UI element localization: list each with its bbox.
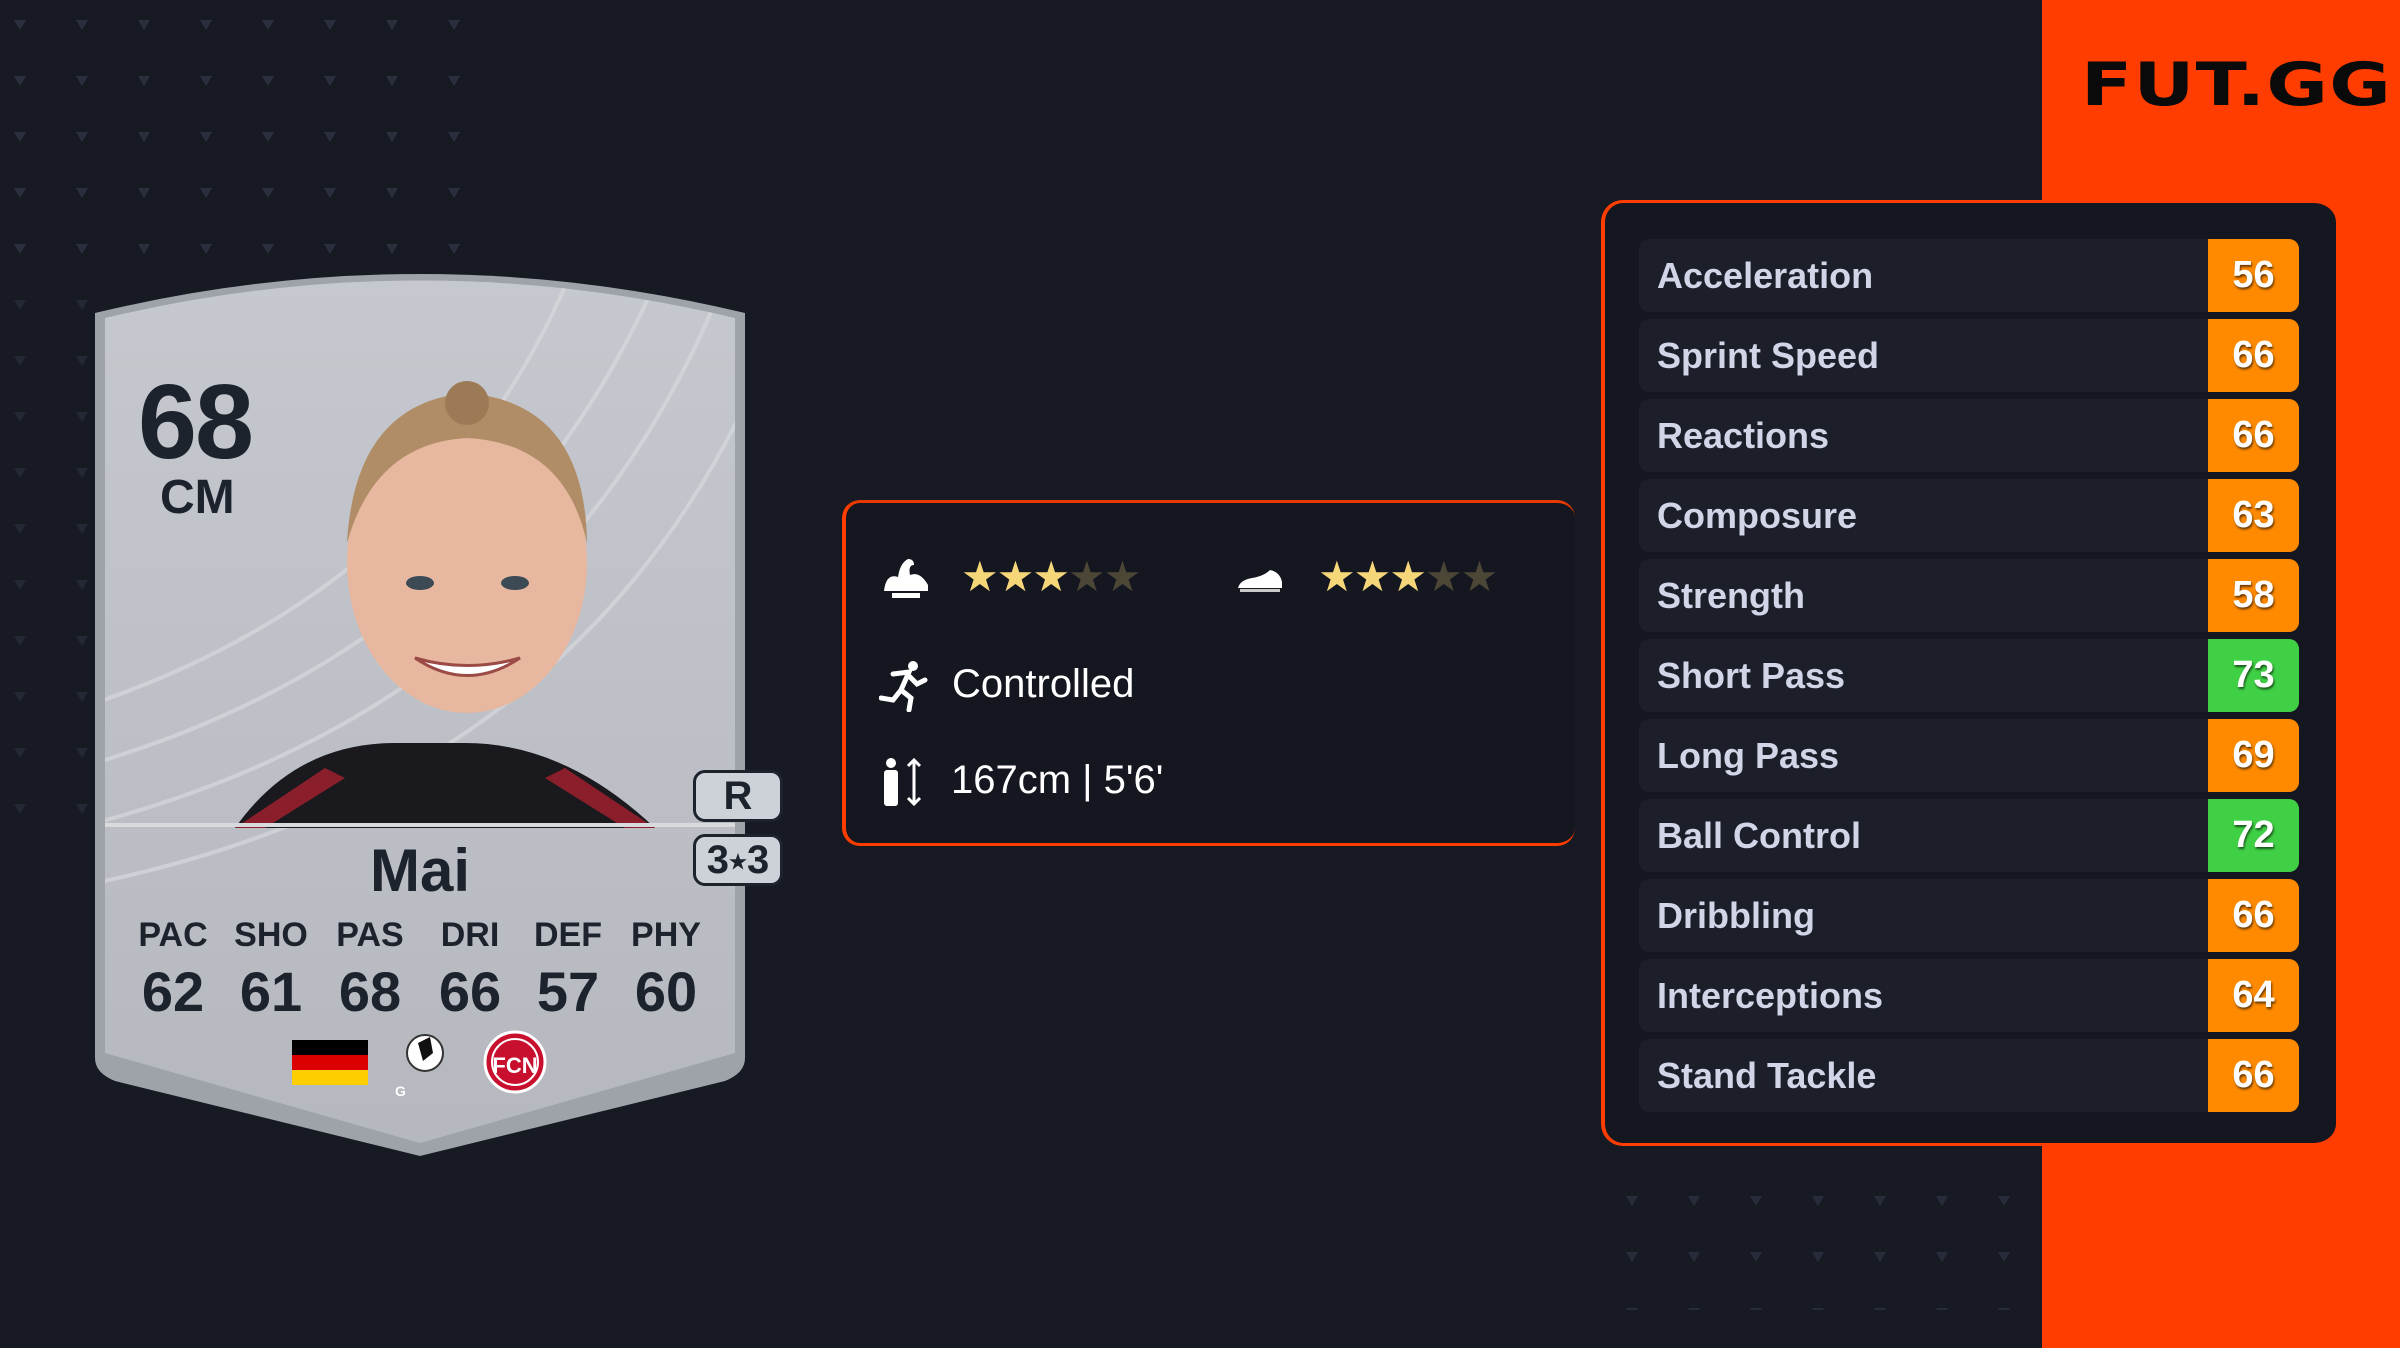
stat-value: 66 <box>2208 319 2299 392</box>
stat-value: 66 <box>2208 1039 2299 1112</box>
stat-label: Long Pass <box>1657 735 1840 776</box>
stat-label: Strength <box>1657 575 1805 616</box>
stat-row: Composure 63 <box>1639 479 2299 552</box>
card-attribute-dri: DRI 66 <box>420 916 520 1024</box>
stat-row: Sprint Speed 66 <box>1639 319 2299 392</box>
club-crest-icon: FCN <box>483 1030 547 1094</box>
attribute-label: DEF <box>534 916 602 954</box>
card-attribute-phy: PHY 60 <box>616 916 716 1024</box>
attribute-value: 57 <box>536 960 600 1023</box>
stat-label: Ball Control <box>1657 815 1861 856</box>
star-filled-icon: ★ <box>996 553 1035 600</box>
attribute-value: 68 <box>338 960 402 1023</box>
stat-row: Ball Control 72 <box>1639 799 2299 872</box>
star-empty-icon: ★ <box>1067 553 1106 600</box>
player-position: CM <box>160 471 235 524</box>
preferred-foot-badge: R <box>693 770 783 822</box>
weak-foot-icon <box>1236 568 1284 594</box>
attribute-label: SHO <box>234 916 308 954</box>
attribute-label: PAC <box>138 916 208 954</box>
attribute-label: PAS <box>336 916 404 954</box>
stat-value: 66 <box>2208 879 2299 952</box>
star-icon: ★ <box>729 851 747 874</box>
attribute-value: 62 <box>141 960 205 1023</box>
card-attribute-pac: PAC 62 <box>123 916 223 1024</box>
stat-label: Acceleration <box>1657 255 1874 296</box>
star-filled-icon: ★ <box>1032 553 1070 600</box>
stat-row: Interceptions 64 <box>1639 959 2299 1032</box>
stat-value: 69 <box>2208 719 2299 792</box>
stat-row: Stand Tackle 66 <box>1639 1039 2299 1112</box>
stat-value: 72 <box>2208 799 2299 872</box>
player-card: G FCN <box>95 274 745 1156</box>
star-filled-icon: ★ <box>1353 553 1392 600</box>
fut-gg-logo: FUT.GG <box>2081 50 2393 120</box>
stat-label: Short Pass <box>1657 655 1846 696</box>
stat-value: 63 <box>2208 479 2299 552</box>
attribute-value: 60 <box>634 960 698 1023</box>
stat-value: 66 <box>2208 399 2299 472</box>
star-filled-icon: ★ <box>961 553 999 600</box>
svg-text:FCN: FCN <box>492 1053 537 1078</box>
stat-value: 73 <box>2208 639 2299 712</box>
svg-text:G: G <box>395 1083 406 1099</box>
skill-moves-icon <box>880 555 932 601</box>
stat-label: Interceptions <box>1657 975 1884 1016</box>
info-panel <box>842 500 1575 846</box>
stat-row: Acceleration 56 <box>1639 239 2299 312</box>
attribute-label: PHY <box>631 916 701 954</box>
attribute-label: DRI <box>440 916 500 954</box>
stat-row: Short Pass 73 <box>1639 639 2299 712</box>
attribute-value: 61 <box>239 960 303 1023</box>
stat-label: Stand Tackle <box>1657 1055 1877 1096</box>
overall-rating: 68 <box>138 363 254 481</box>
stat-label: Sprint Speed <box>1657 335 1880 376</box>
stat-value: 56 <box>2208 239 2299 312</box>
skill-moves-value: 3 <box>706 838 730 882</box>
stat-value: 64 <box>2208 959 2299 1032</box>
stat-value: 58 <box>2208 559 2299 632</box>
league-logo-icon: G <box>395 1034 444 1099</box>
card-attribute-def: DEF 57 <box>518 916 618 1024</box>
stat-row: Long Pass 69 <box>1639 719 2299 792</box>
stat-label: Reactions <box>1657 415 1830 456</box>
attribute-value: 66 <box>438 960 502 1023</box>
height-text: 167cm | 5'6' <box>951 758 1164 802</box>
star-filled-icon: ★ <box>1318 553 1356 600</box>
card-attribute-sho: SHO 61 <box>221 916 321 1024</box>
skill-moves-stars: ★★★★★ <box>961 553 1142 600</box>
weak-foot-value: 3 <box>746 838 770 882</box>
stat-row: Dribbling 66 <box>1639 879 2299 952</box>
player-photo <box>235 381 655 828</box>
star-empty-icon: ★ <box>1460 553 1499 600</box>
height-icon <box>882 757 926 807</box>
weak-foot-stars: ★★★★★ <box>1318 553 1499 600</box>
work-rate-text: Controlled <box>952 662 1135 706</box>
germany-flag-icon <box>292 1040 368 1085</box>
work-rate-runner-icon <box>878 660 931 713</box>
card-attribute-pas: PAS 68 <box>320 916 420 1024</box>
stat-label: Composure <box>1657 495 1858 536</box>
star-empty-icon: ★ <box>1424 553 1463 600</box>
stat-label: Dribbling <box>1657 895 1815 936</box>
stat-row: Reactions 66 <box>1639 399 2299 472</box>
star-filled-icon: ★ <box>1389 553 1427 600</box>
player-name: Mai <box>369 837 471 904</box>
skill-weak-foot-badge: 3★3 <box>693 834 783 886</box>
stat-row: Strength 58 <box>1639 559 2299 632</box>
star-empty-icon: ★ <box>1103 553 1142 600</box>
